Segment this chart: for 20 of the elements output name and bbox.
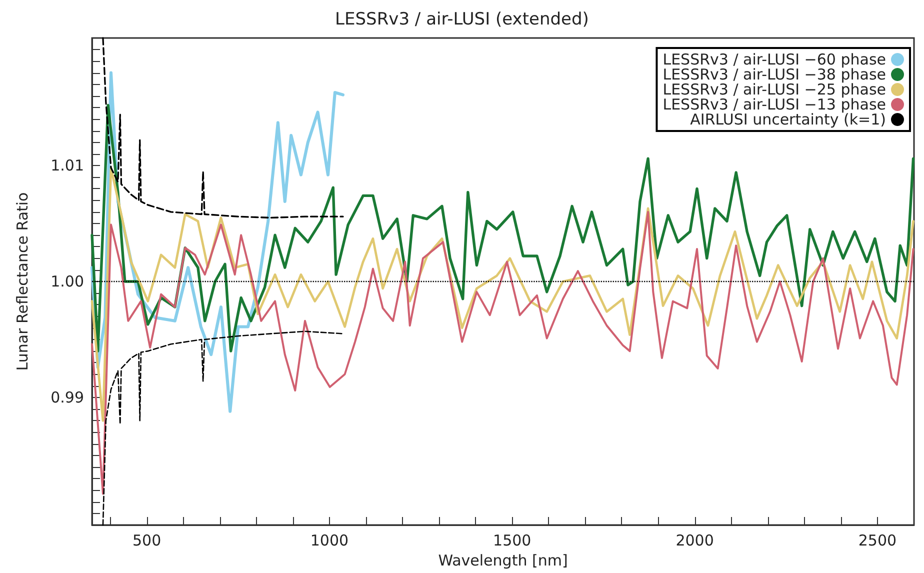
x-tick-label: 2500 <box>858 532 897 550</box>
line-series <box>102 37 344 219</box>
x-tick-label: 1000 <box>310 532 349 550</box>
y-tick-label: 1.01 <box>50 156 84 175</box>
chart-title: LESSRv3 / air-LUSI (extended) <box>335 10 589 30</box>
x-tick-label: 2000 <box>676 532 714 550</box>
legend-label: LESSRv3 / air-LUSI −38 phase <box>662 66 886 84</box>
x-tick-label: 500 <box>132 532 162 550</box>
legend-label: LESSRv3 / air-LUSI −60 phase <box>662 50 886 68</box>
y-tick-label: 0.99 <box>50 388 84 406</box>
line-series <box>102 330 344 526</box>
y-axis-title: Lunar Reflectance Ratio <box>14 192 32 371</box>
x-tick-label: 1500 <box>493 532 532 550</box>
legend-label: AIRLUSI uncertainty (k=1) <box>690 110 886 128</box>
y-tick-label: 1.00 <box>50 272 84 290</box>
line-series <box>91 210 914 495</box>
x-axis-title: Wavelength [nm] <box>438 552 568 570</box>
legend-label: LESSRv3 / air-LUSI −13 phase <box>662 96 886 114</box>
line-series <box>90 166 914 422</box>
legend-label: LESSRv3 / air-LUSI −25 phase <box>662 80 886 98</box>
